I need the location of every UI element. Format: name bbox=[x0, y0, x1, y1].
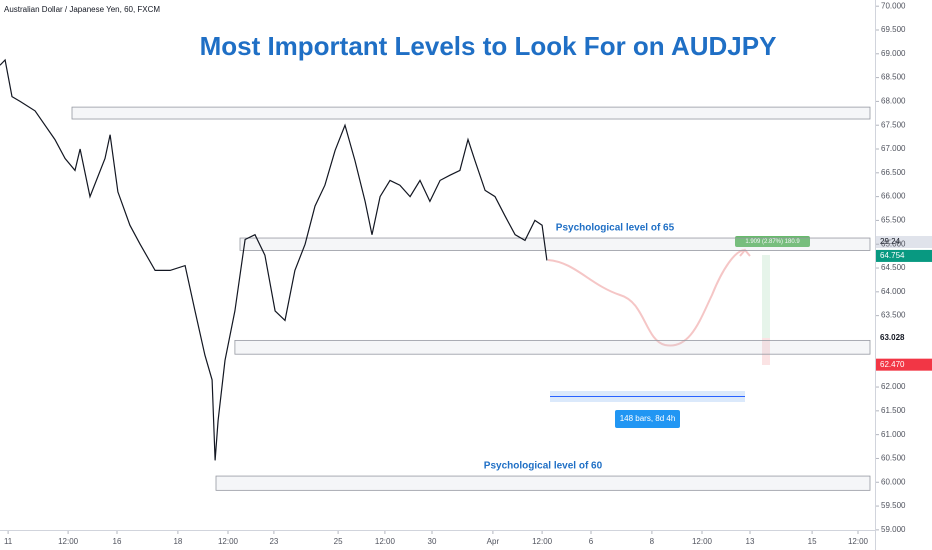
y-tick-label: 66.000 bbox=[881, 192, 906, 201]
y-tick-label: 65.000 bbox=[881, 239, 906, 248]
x-tick-label: 12:00 bbox=[375, 537, 396, 546]
y-tick-label: 67.000 bbox=[881, 144, 906, 153]
price-line bbox=[0, 58, 548, 461]
measure-box bbox=[615, 410, 680, 428]
x-tick-label: 18 bbox=[173, 537, 182, 546]
y-tick-label: 70.000 bbox=[881, 1, 906, 10]
loss-zone bbox=[762, 338, 770, 365]
x-tick-label: 25 bbox=[334, 537, 343, 546]
x-tick-label: 12:00 bbox=[532, 537, 553, 546]
y-tick-label: 64.500 bbox=[881, 263, 906, 272]
position-box bbox=[735, 236, 810, 247]
price-tag-label: 62.470 bbox=[880, 360, 905, 369]
price-tag bbox=[876, 249, 932, 262]
x-tick-label: 8 bbox=[650, 537, 655, 546]
projection-curve bbox=[547, 249, 746, 347]
y-tick-label: 69.000 bbox=[881, 49, 906, 58]
projection-arrow bbox=[739, 248, 751, 257]
chart-title: Most Important Levels to Look For on AUD… bbox=[200, 31, 777, 61]
x-tick-label: 13 bbox=[746, 537, 755, 546]
measure-label: 148 bars, 8d 4h bbox=[620, 414, 676, 423]
x-tick-label: 16 bbox=[113, 537, 122, 546]
price-tag-label: 63.028 bbox=[880, 333, 905, 342]
x-tick-label: 30 bbox=[428, 537, 437, 546]
x-tick-label: 12:00 bbox=[58, 537, 79, 546]
y-tick-label: 59.000 bbox=[881, 525, 906, 534]
y-tick-label: 59.500 bbox=[881, 501, 906, 510]
x-tick-label: 23 bbox=[269, 537, 278, 546]
x-tick-label: 15 bbox=[808, 537, 817, 546]
y-tick-label: 65.500 bbox=[881, 216, 906, 225]
price-tag bbox=[876, 332, 932, 345]
price-tag-label: 64.754 bbox=[880, 251, 905, 260]
y-tick-label: 68.000 bbox=[881, 97, 906, 106]
countdown: 29:24 bbox=[880, 237, 901, 246]
position-label: 1.909 (2.87%) 180.9 bbox=[745, 239, 800, 245]
level-zone bbox=[215, 475, 871, 491]
x-tick-label: 6 bbox=[589, 537, 594, 546]
level-label: Psychological level of 65 bbox=[556, 223, 675, 234]
y-tick-label: 60.000 bbox=[881, 477, 906, 486]
y-tick-label: 66.500 bbox=[881, 168, 906, 177]
level-zone bbox=[234, 339, 871, 355]
price-tag bbox=[876, 358, 932, 371]
y-tick-label: 62.000 bbox=[881, 382, 906, 391]
level-label: Psychological level of 60 bbox=[484, 461, 603, 472]
profit-zone bbox=[762, 255, 770, 338]
x-tick-label: 11 bbox=[4, 537, 13, 546]
y-tick-label: 64.000 bbox=[881, 287, 906, 296]
y-tick-label: 61.500 bbox=[881, 406, 906, 415]
y-tick-label: 67.500 bbox=[881, 120, 906, 129]
y-tick-label: 69.500 bbox=[881, 25, 906, 34]
x-tick-label: Apr bbox=[487, 537, 500, 546]
x-tick-label: 12:00 bbox=[692, 537, 713, 546]
y-tick-label: 61.000 bbox=[881, 430, 906, 439]
y-tick-label: 63.500 bbox=[881, 311, 906, 320]
level-zone bbox=[71, 106, 871, 120]
x-tick-label: 12:00 bbox=[848, 537, 869, 546]
x-tick-label: 12:00 bbox=[218, 537, 239, 546]
countdown-box bbox=[876, 236, 932, 248]
level-zone bbox=[239, 237, 871, 251]
y-tick-label: 68.500 bbox=[881, 73, 906, 82]
y-tick-label: 60.500 bbox=[881, 454, 906, 463]
chart-subtitle: Australian Dollar / Japanese Yen, 60, FX… bbox=[4, 5, 160, 14]
